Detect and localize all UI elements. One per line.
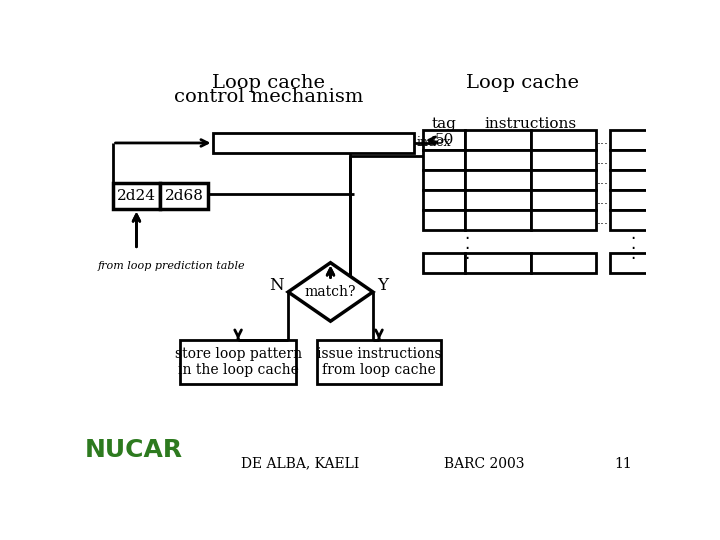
Bar: [318, 340, 441, 384]
Polygon shape: [288, 262, 373, 321]
Bar: [531, 211, 596, 231]
Bar: [531, 130, 596, 150]
Text: ...: ...: [597, 134, 609, 147]
Text: from loop prediction table: from loop prediction table: [98, 261, 246, 271]
Text: .: .: [631, 225, 636, 243]
Text: ...: ...: [597, 194, 609, 207]
Bar: [423, 170, 465, 190]
Text: .: .: [464, 245, 470, 263]
Bar: [161, 183, 208, 209]
Text: 11: 11: [614, 457, 632, 471]
Bar: [423, 190, 465, 211]
Bar: [465, 130, 531, 150]
Bar: [610, 253, 656, 273]
Bar: [423, 150, 465, 170]
Bar: [465, 211, 531, 231]
Text: Loop cache: Loop cache: [467, 74, 580, 92]
Text: store loop pattern
in the loop cache: store loop pattern in the loop cache: [174, 347, 302, 377]
Text: Loop cache: Loop cache: [212, 74, 325, 92]
Text: index: index: [417, 137, 451, 150]
Bar: [465, 253, 531, 273]
Bar: [610, 170, 656, 190]
Bar: [531, 170, 596, 190]
Text: BARC 2003: BARC 2003: [444, 457, 525, 471]
Bar: [423, 211, 465, 231]
Bar: [531, 190, 596, 211]
Text: .: .: [464, 235, 470, 253]
Text: N: N: [269, 278, 284, 294]
Text: match?: match?: [305, 285, 356, 299]
Bar: [531, 253, 596, 273]
Text: issue instructions
from loop cache: issue instructions from loop cache: [317, 347, 441, 377]
Bar: [531, 150, 596, 170]
Bar: [465, 150, 531, 170]
Text: 2d68: 2d68: [165, 188, 204, 202]
Bar: [610, 211, 656, 231]
Bar: [213, 132, 414, 153]
Bar: [180, 340, 296, 384]
Text: instructions: instructions: [485, 117, 577, 131]
Text: ...: ...: [597, 174, 609, 187]
Bar: [423, 130, 465, 150]
Bar: [465, 170, 531, 190]
Text: NUCAR: NUCAR: [85, 438, 183, 462]
Text: 2d24: 2d24: [117, 188, 156, 202]
Text: ...: ...: [597, 214, 609, 227]
Bar: [610, 150, 656, 170]
Bar: [465, 190, 531, 211]
Bar: [112, 183, 161, 209]
Text: control mechanism: control mechanism: [174, 88, 364, 106]
Text: ...: ...: [597, 154, 609, 167]
Text: .: .: [464, 225, 470, 243]
Text: .: .: [631, 245, 636, 263]
Text: .: .: [631, 235, 636, 253]
Text: tag: tag: [431, 117, 456, 131]
Bar: [610, 190, 656, 211]
Text: Y: Y: [377, 278, 389, 294]
Bar: [610, 130, 656, 150]
Text: DE ALBA, KAELI: DE ALBA, KAELI: [240, 457, 359, 471]
Bar: [423, 253, 465, 273]
Text: 50: 50: [434, 133, 454, 147]
